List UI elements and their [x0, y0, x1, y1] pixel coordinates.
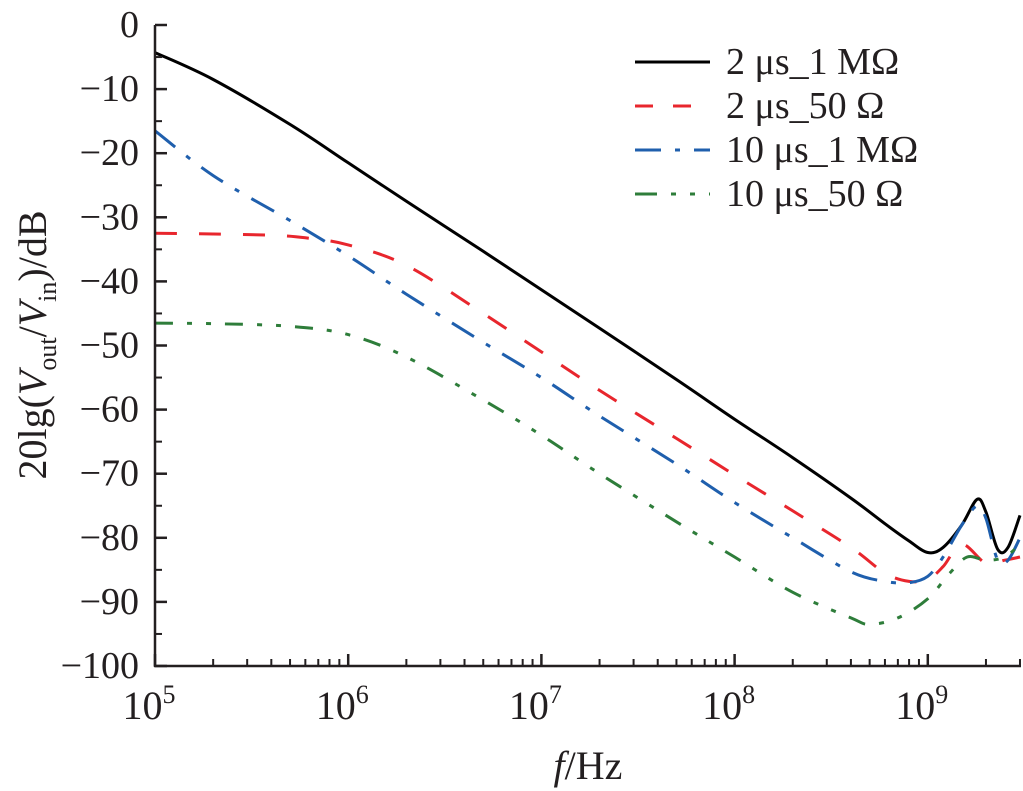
y-tick-label: −70: [80, 453, 139, 495]
series-line-4: [154, 321, 1021, 626]
x-tick-label: 109: [895, 680, 948, 728]
y-axis-label: 20lg(Vout/Vin)/dB: [10, 210, 62, 479]
plot-curves: [154, 51, 1022, 626]
x-tick-label: 107: [509, 680, 562, 728]
x-tick-label: 106: [316, 680, 369, 728]
y-label-sub1: out: [33, 337, 62, 371]
y-tick-label: −100: [61, 645, 139, 687]
y-tick-label: −20: [80, 132, 139, 174]
x-tick-label: 105: [123, 680, 176, 728]
y-label-prefix: 20lg(: [10, 395, 55, 479]
y-tick-label: 0: [120, 4, 139, 46]
y-label-sub2: in: [33, 282, 62, 302]
y-tick-label: −40: [80, 260, 139, 302]
y-tick-label: −80: [80, 517, 139, 559]
legend-label: 10 μs_1 MΩ: [726, 129, 918, 171]
series-line-3: [154, 129, 1022, 585]
y-tick-label: −90: [80, 581, 139, 623]
x-ticks: 105 106 107 108 109: [123, 654, 1021, 728]
y-label-suffix: )/dB: [10, 210, 55, 281]
y-label-v2: V: [10, 297, 55, 326]
y-label-slash: /: [10, 325, 55, 337]
series-line-2: [154, 231, 1021, 584]
x-axis-label: f/Hz: [554, 743, 623, 788]
y-tick-label: −10: [80, 68, 139, 110]
series-line-1: [154, 51, 1022, 555]
legend-label: 10 μs_50 Ω: [726, 173, 903, 215]
y-tick-label: −30: [80, 196, 139, 238]
x-tick-label: 108: [702, 680, 755, 728]
y-tick-label: −60: [80, 389, 139, 431]
x-label-unit: /Hz: [565, 743, 623, 788]
legend-label: 2 μs_50 Ω: [726, 85, 884, 127]
y-ticks: 0 −10 −20 −30 −40 −50 −60 −70 −80 −90 −100: [61, 4, 167, 687]
y-label-v1: V: [10, 366, 55, 395]
y-tick-label: −50: [80, 325, 139, 367]
legend-label: 2 μs_1 MΩ: [726, 41, 899, 83]
